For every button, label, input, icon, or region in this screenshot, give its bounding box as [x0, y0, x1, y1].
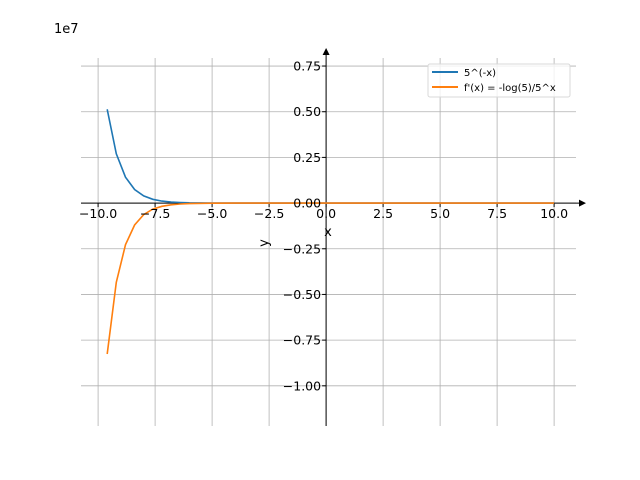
legend: 5^(-x) f'(x) = -log(5)/5^x	[427, 63, 571, 98]
legend-label-1: f'(x) = -log(5)/5^x	[464, 83, 556, 94]
axes	[81, 48, 586, 426]
series-line-1	[106, 202, 555, 355]
x-axis-arrow-icon	[579, 199, 586, 207]
x-tick-label: −5.0	[197, 206, 227, 221]
series-line-0	[106, 109, 555, 204]
series-group	[106, 109, 555, 355]
x-tick-label: −2.5	[254, 206, 284, 221]
x-tick-label: 10.0	[540, 206, 568, 221]
y-axis-arrow-icon	[322, 48, 330, 55]
y-tick-label: −1.00	[283, 378, 321, 393]
y-axis-label: y	[257, 239, 272, 247]
x-tick-label: 0.0	[316, 206, 336, 221]
x-tick-label: −7.5	[140, 206, 170, 221]
y-tick-label: −0.25	[283, 241, 321, 256]
grid	[81, 58, 576, 426]
x-tick-label: 5.0	[430, 206, 450, 221]
x-axis-label: x	[324, 225, 332, 240]
x-tick-label: −10.0	[79, 206, 117, 221]
y-tick-label: 0.00	[293, 196, 321, 211]
x-tick-label: 2.5	[373, 206, 393, 221]
x-tick-label: 7.5	[487, 206, 507, 221]
y-tick-label: −0.50	[283, 287, 321, 302]
y-tick-label: 0.75	[293, 59, 321, 74]
y-offset-label: 1e7	[54, 22, 79, 37]
y-tick-label: −0.75	[283, 333, 321, 348]
legend-label-0: 5^(-x)	[464, 68, 496, 79]
tick-labels: −10.0 −7.5 −5.0 −2.5 0.0 2.5 5.0 7.5 10.0 0.75 0.5…	[79, 59, 568, 394]
y-tick-label: 0.50	[293, 104, 321, 119]
legend-frame	[427, 63, 571, 98]
y-tick-label: 0.25	[293, 150, 321, 165]
